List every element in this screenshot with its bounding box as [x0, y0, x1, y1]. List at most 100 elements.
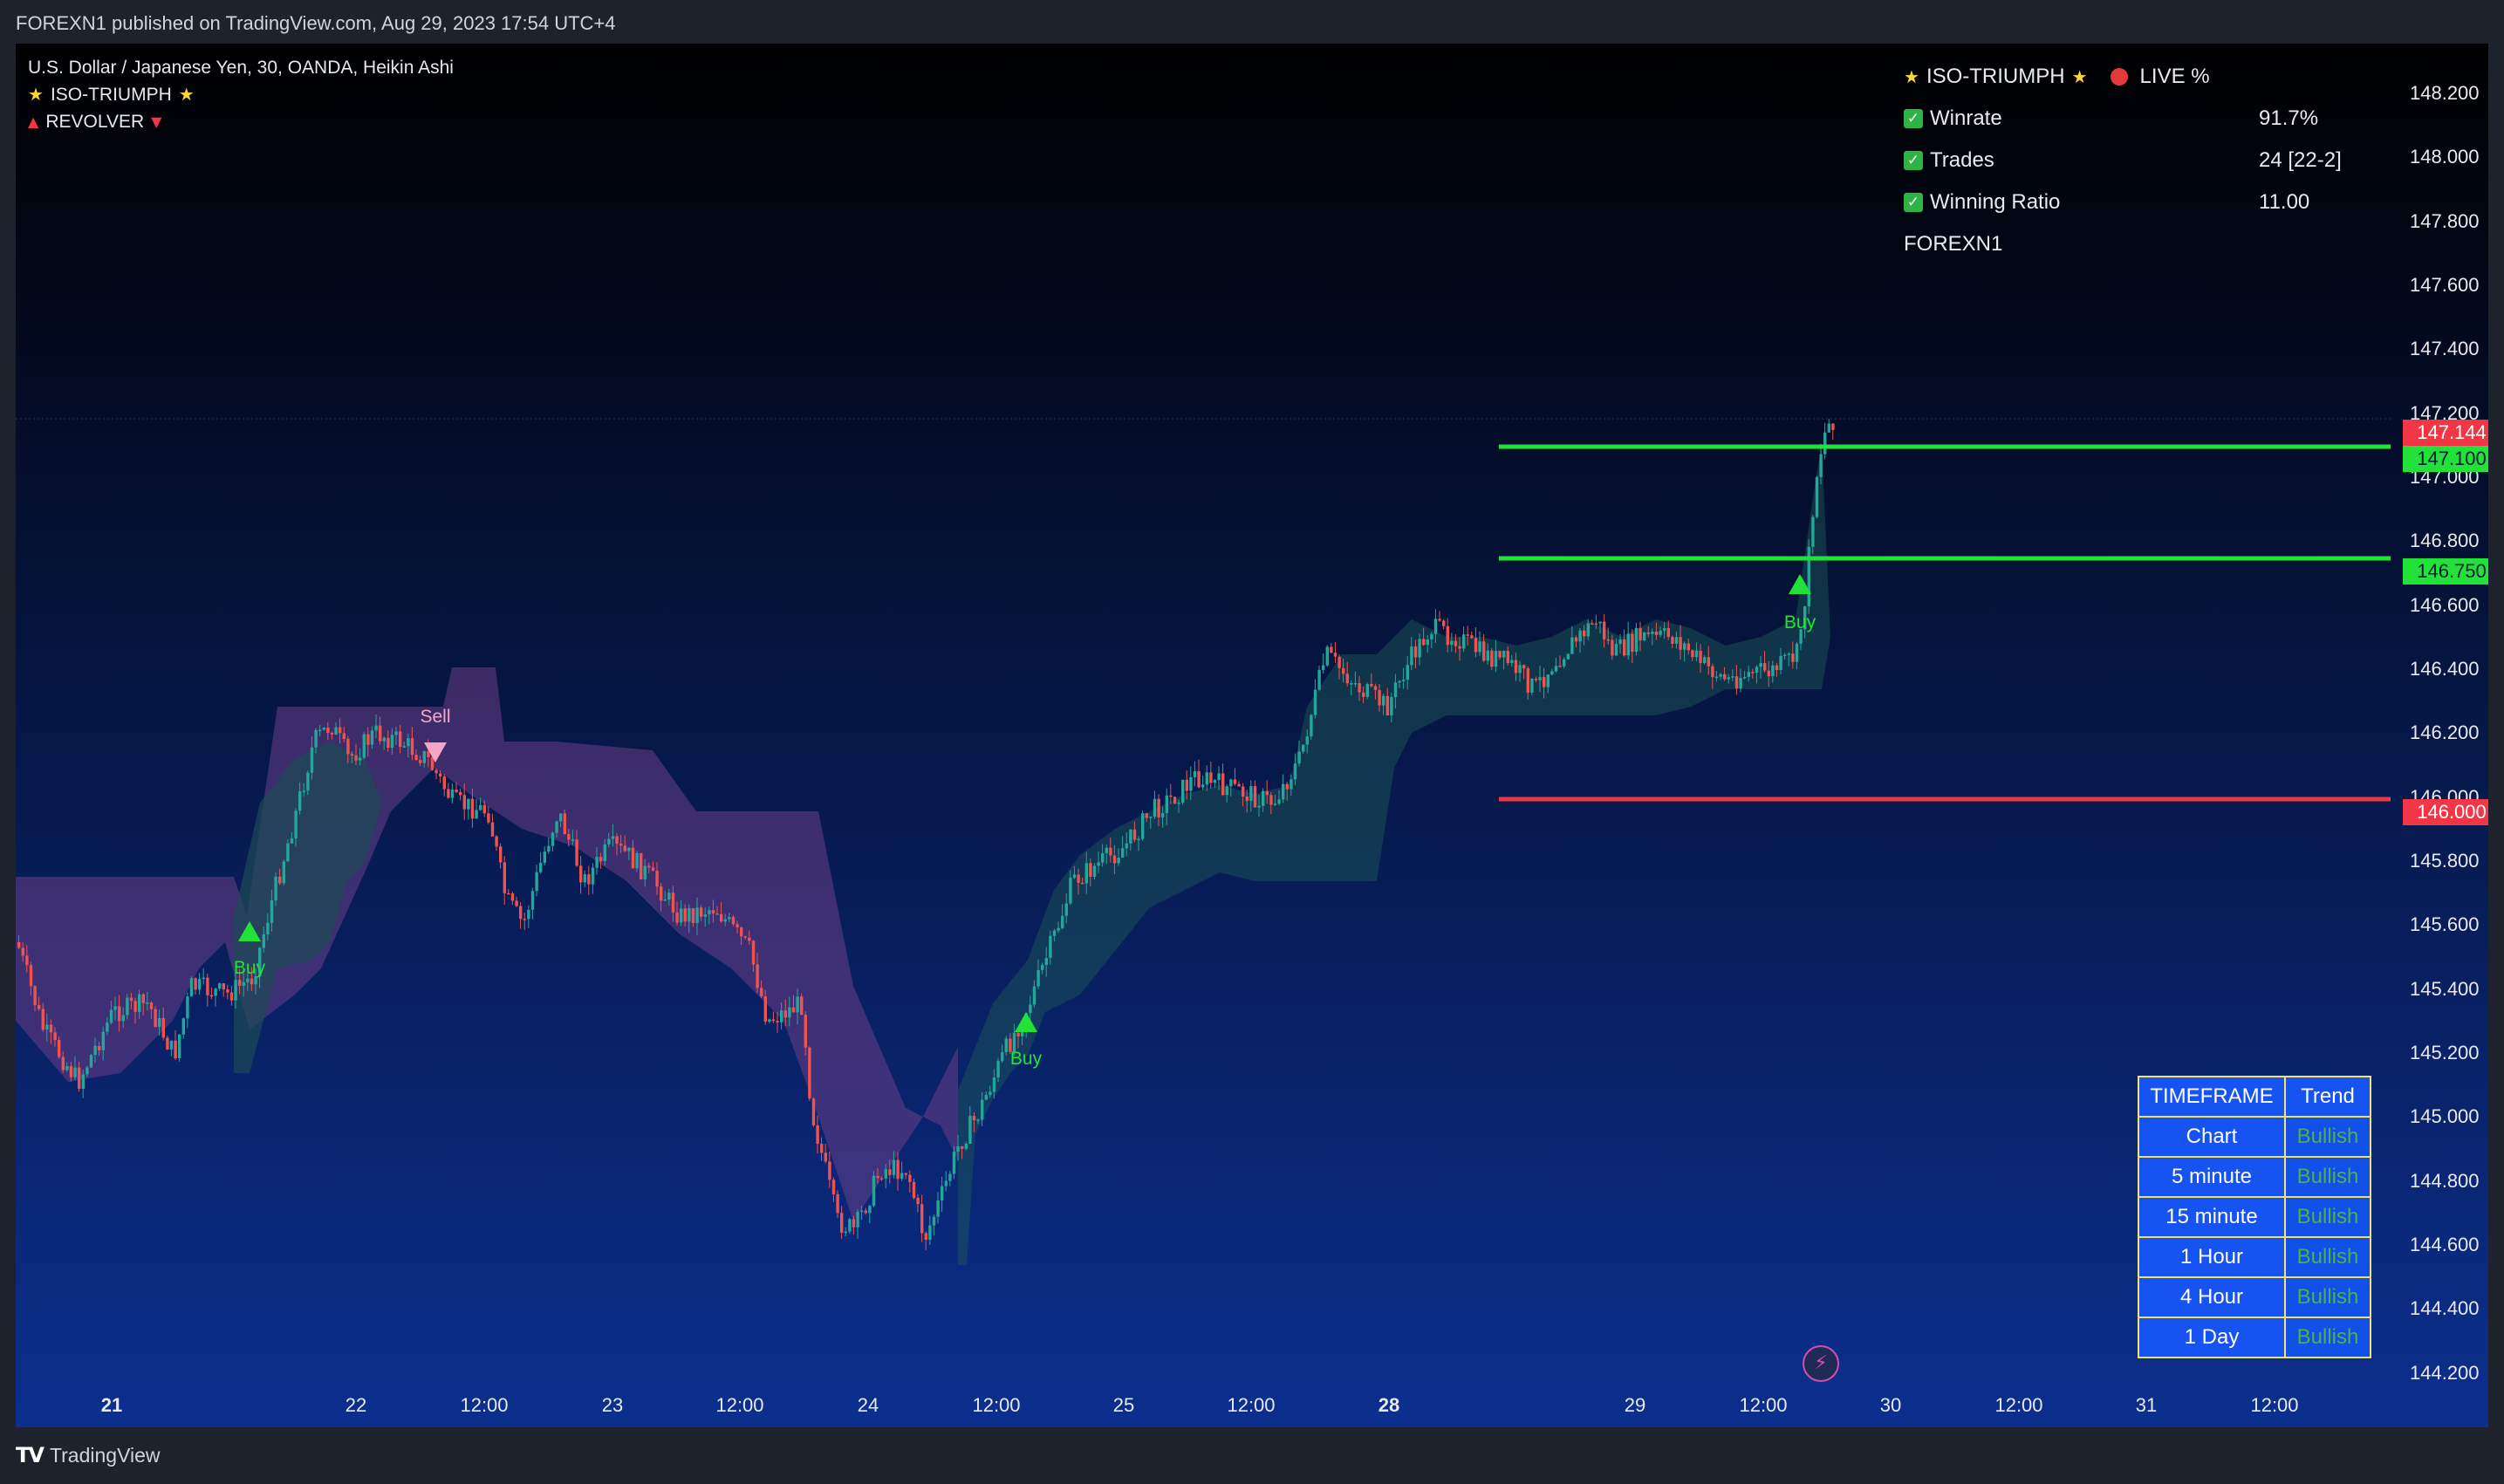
- price-chart[interactable]: [16, 44, 2488, 1427]
- candle-body: [989, 1091, 992, 1095]
- candle-body: [984, 1094, 988, 1100]
- candle-body: [1683, 643, 1686, 650]
- candle-body: [439, 773, 442, 777]
- price-label: 144.200: [2410, 1362, 2480, 1384]
- candle-body: [711, 910, 715, 914]
- candle-body: [1570, 637, 1574, 654]
- time-label: 22: [345, 1394, 367, 1416]
- candle-body: [482, 804, 486, 814]
- candle-body: [1313, 689, 1317, 715]
- stats-title: ★ ISO-TRIUMPH ★ LIVE %: [1904, 65, 2210, 89]
- stats-row: ✓ Winning Ratio 11.00: [1904, 187, 2392, 229]
- candle-body: [129, 997, 133, 1002]
- candle-body: [370, 730, 374, 745]
- stats-row: ✓ Trades 24 [22-2]: [1904, 145, 2392, 187]
- candle-body: [1072, 874, 1077, 879]
- candle-body: [286, 843, 290, 862]
- candle-body: [1069, 878, 1072, 904]
- trend-cell: Bullish: [2284, 1156, 2371, 1198]
- chart-pane[interactable]: U.S. Dollar / Japanese Yen, 30, OANDA, H…: [16, 44, 2488, 1427]
- candle-body: [1755, 667, 1759, 674]
- candle-body: [776, 1021, 779, 1022]
- buy-label: Buy: [1783, 612, 1816, 633]
- candle-body: [519, 906, 523, 920]
- lightning-bolt-icon[interactable]: ⚡: [1803, 1345, 1839, 1382]
- candle-body: [952, 1152, 956, 1174]
- candle-body: [828, 1161, 831, 1180]
- candle-body: [1129, 829, 1132, 844]
- candle-body: [1691, 650, 1694, 658]
- candle-body: [294, 810, 298, 839]
- candle-body: [1554, 666, 1558, 672]
- candle-body: [1711, 666, 1714, 678]
- candle-body: [366, 734, 370, 745]
- candle-body: [1815, 476, 1819, 517]
- candle-body: [1257, 805, 1261, 808]
- legend-indicator-2[interactable]: ▲ REVOLVER ▼: [28, 108, 454, 135]
- candle-body: [1666, 627, 1670, 638]
- candle-body: [1330, 646, 1333, 653]
- tradingview-logo[interactable]: TV TradingView: [16, 1443, 161, 1467]
- candle-body: [1161, 812, 1165, 817]
- candle-body: [81, 1074, 85, 1089]
- candle-body: [427, 751, 430, 758]
- candle-body: [1734, 676, 1739, 689]
- stats-value: 11.00: [2259, 190, 2310, 214]
- candle-body: [880, 1178, 884, 1180]
- candle-body: [374, 725, 378, 731]
- candle-body: [174, 1040, 177, 1058]
- candle-body: [1482, 641, 1486, 661]
- candle-body: [487, 813, 490, 823]
- legend-indicator-1[interactable]: ★ ISO-TRIUMPH ★: [28, 81, 454, 108]
- sl-price-tag: 146.000: [2403, 799, 2488, 825]
- candle-body: [274, 876, 277, 900]
- candle-body: [1262, 790, 1265, 806]
- candle-body: [1418, 639, 1421, 658]
- candle-body: [603, 844, 606, 862]
- price-axis[interactable]: 148.200 148.000 147.800 147.600 147.400 …: [2391, 44, 2488, 1427]
- candle-body: [1265, 790, 1269, 796]
- candle-body: [258, 947, 262, 977]
- candle-body: [703, 914, 707, 917]
- candle-body: [1639, 627, 1642, 641]
- star-icon: ★: [1904, 66, 1919, 87]
- timeframe-cell: 15 minute: [2138, 1196, 2286, 1238]
- price-label: 146.800: [2410, 530, 2480, 551]
- candle-body: [222, 983, 225, 990]
- candle-body: [1173, 797, 1177, 804]
- candle-body: [1707, 657, 1710, 667]
- candle-body: [1097, 862, 1100, 866]
- candle-body: [688, 907, 691, 922]
- candle-body: [1322, 665, 1325, 670]
- legend-symbol-row[interactable]: U.S. Dollar / Japanese Yen, 30, OANDA, H…: [28, 54, 454, 81]
- candle-body: [928, 1225, 932, 1240]
- candle-body: [771, 1019, 776, 1022]
- candle-body: [619, 844, 623, 846]
- candle-body: [1370, 684, 1373, 687]
- stats-author-row: FOREXN1: [1904, 229, 2392, 270]
- candle-body: [342, 733, 345, 739]
- candle-body: [1092, 865, 1097, 877]
- candle-body: [1101, 852, 1105, 863]
- candle-body: [1433, 619, 1438, 634]
- candle-body: [1771, 665, 1775, 677]
- candle-body: [1193, 770, 1197, 777]
- candle-body: [523, 919, 526, 920]
- candle-body: [691, 907, 695, 923]
- star-icon: ★: [178, 84, 195, 105]
- candle-body: [1353, 682, 1358, 685]
- candle-body: [1686, 643, 1690, 651]
- stats-label-text: Winrate: [1930, 106, 2002, 130]
- candle-body: [1422, 639, 1426, 646]
- candle-body: [238, 980, 242, 986]
- candle-body: [571, 839, 575, 841]
- price-label: 145.600: [2410, 913, 2480, 935]
- candle-body: [860, 1210, 864, 1213]
- candle-body: [1819, 454, 1823, 477]
- candle-body: [964, 1143, 968, 1149]
- stats-title-text: ISO-TRIUMPH: [1926, 65, 2065, 88]
- stats-label: ✓ Winning Ratio: [1904, 190, 2060, 215]
- candle-body: [178, 1034, 181, 1058]
- candle-body: [1229, 779, 1233, 787]
- candle-body: [1242, 786, 1245, 797]
